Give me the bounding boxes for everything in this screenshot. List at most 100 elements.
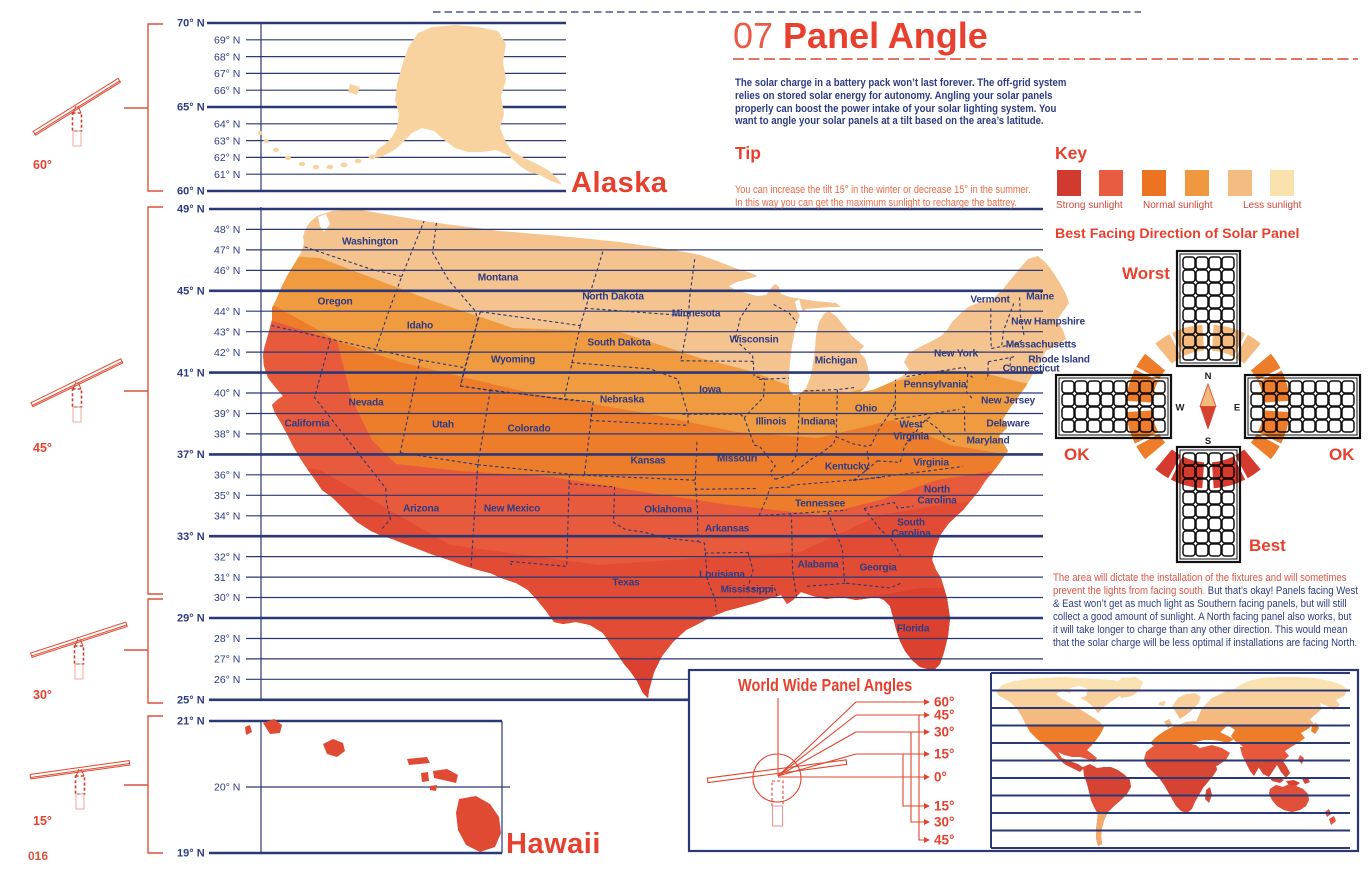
svg-text:Minnesota: Minnesota <box>672 309 721 320</box>
svg-text:45°: 45° <box>33 441 52 455</box>
svg-text:45°: 45° <box>934 833 954 848</box>
svg-text:North: North <box>924 485 950 496</box>
svg-text:S: S <box>1205 436 1211 447</box>
svg-text:Nebraska: Nebraska <box>600 395 645 406</box>
svg-text:20° N: 20° N <box>214 782 240 794</box>
svg-text:Alabama: Alabama <box>797 560 839 571</box>
svg-text:Virginia: Virginia <box>893 432 929 443</box>
svg-text:44° N: 44° N <box>214 306 240 318</box>
svg-text:32° N: 32° N <box>214 551 240 563</box>
svg-text:41° N: 41° N <box>177 367 205 379</box>
svg-text:Maine: Maine <box>1026 292 1054 303</box>
svg-text:60° N: 60° N <box>177 186 205 198</box>
svg-text:Connecticut: Connecticut <box>1003 364 1060 375</box>
svg-text:Mississippi: Mississippi <box>721 585 774 596</box>
svg-text:Arizona: Arizona <box>403 504 439 515</box>
svg-text:Illinois: Illinois <box>756 417 787 428</box>
svg-text:66° N: 66° N <box>214 85 240 97</box>
svg-text:Kansas: Kansas <box>630 456 666 467</box>
svg-text:31° N: 31° N <box>214 572 240 584</box>
svg-text:Kentucky: Kentucky <box>825 462 870 473</box>
svg-text:15°: 15° <box>33 814 52 828</box>
svg-text:42° N: 42° N <box>214 347 240 359</box>
svg-text:70° N: 70° N <box>177 18 205 30</box>
svg-text:65° N: 65° N <box>177 102 205 114</box>
svg-text:26° N: 26° N <box>214 674 240 686</box>
svg-text:Massachusetts: Massachusetts <box>1006 340 1077 351</box>
svg-text:19° N: 19° N <box>177 848 205 860</box>
svg-text:45°: 45° <box>934 708 954 723</box>
svg-text:Michigan: Michigan <box>815 356 858 367</box>
svg-text:61° N: 61° N <box>214 169 240 181</box>
svg-text:21° N: 21° N <box>177 716 205 728</box>
svg-text:30°: 30° <box>934 815 954 830</box>
svg-text:Iowa: Iowa <box>699 385 721 396</box>
svg-text:North Dakota: North Dakota <box>582 292 644 303</box>
svg-text:Wisconsin: Wisconsin <box>729 335 778 346</box>
svg-text:Washington: Washington <box>342 237 398 248</box>
svg-text:Vermont: Vermont <box>970 295 1010 306</box>
svg-text:28° N: 28° N <box>214 633 240 645</box>
svg-text:Oregon: Oregon <box>317 297 352 308</box>
svg-text:Wyoming: Wyoming <box>491 355 535 366</box>
svg-text:39° N: 39° N <box>214 408 240 420</box>
svg-text:43° N: 43° N <box>214 326 240 338</box>
svg-text:Nevada: Nevada <box>348 398 384 409</box>
svg-text:Colorado: Colorado <box>507 424 550 435</box>
svg-text:38° N: 38° N <box>214 429 240 441</box>
svg-text:Indiana: Indiana <box>801 417 836 428</box>
svg-text:0°: 0° <box>934 770 947 785</box>
svg-text:New Jersey: New Jersey <box>981 396 1036 407</box>
svg-text:N: N <box>1205 371 1212 382</box>
svg-text:30°: 30° <box>33 688 52 702</box>
svg-text:Ohio: Ohio <box>855 404 877 415</box>
svg-text:45° N: 45° N <box>177 286 205 298</box>
svg-text:27° N: 27° N <box>214 654 240 666</box>
svg-text:016: 016 <box>28 849 48 863</box>
svg-text:69° N: 69° N <box>214 35 240 47</box>
svg-text:67° N: 67° N <box>214 68 240 80</box>
svg-text:62° N: 62° N <box>214 152 240 164</box>
svg-text:Maryland: Maryland <box>966 436 1009 447</box>
svg-text:49° N: 49° N <box>177 204 205 216</box>
svg-text:New Hampshire: New Hampshire <box>1011 317 1085 328</box>
svg-text:Utah: Utah <box>432 420 454 431</box>
svg-text:Pennsylvania: Pennsylvania <box>904 380 967 391</box>
svg-text:Texas: Texas <box>612 578 640 589</box>
svg-text:40° N: 40° N <box>214 388 240 400</box>
svg-text:Carolina: Carolina <box>917 496 957 507</box>
svg-text:West: West <box>899 420 923 431</box>
svg-text:New Mexico: New Mexico <box>484 504 540 515</box>
svg-text:35° N: 35° N <box>214 490 240 502</box>
svg-text:Rhode Island: Rhode Island <box>1028 355 1090 366</box>
svg-text:Florida: Florida <box>897 624 930 635</box>
svg-text:W: W <box>1176 403 1185 414</box>
svg-text:Carolina: Carolina <box>891 529 931 540</box>
svg-text:64° N: 64° N <box>214 119 240 131</box>
svg-text:25° N: 25° N <box>177 695 205 707</box>
svg-text:South Dakota: South Dakota <box>587 338 651 349</box>
svg-text:South: South <box>897 518 925 529</box>
svg-text:Georgia: Georgia <box>859 563 897 574</box>
svg-text:30°: 30° <box>934 725 954 740</box>
svg-text:Virginia: Virginia <box>913 458 949 469</box>
svg-text:60°: 60° <box>934 695 954 710</box>
svg-text:48° N: 48° N <box>214 224 240 236</box>
svg-text:37° N: 37° N <box>177 449 205 461</box>
svg-text:30° N: 30° N <box>214 592 240 604</box>
svg-text:Oklahoma: Oklahoma <box>644 505 692 516</box>
svg-text:Louisiana: Louisiana <box>699 570 745 581</box>
svg-text:68° N: 68° N <box>214 51 240 63</box>
svg-text:Missouri: Missouri <box>717 454 758 465</box>
svg-text:47° N: 47° N <box>214 245 240 257</box>
svg-text:29° N: 29° N <box>177 613 205 625</box>
svg-text:36° N: 36° N <box>214 470 240 482</box>
svg-text:Montana: Montana <box>478 273 519 284</box>
svg-text:Idaho: Idaho <box>407 321 433 332</box>
svg-text:Arkansas: Arkansas <box>705 524 750 535</box>
svg-text:California: California <box>285 419 331 430</box>
svg-text:34° N: 34° N <box>214 511 240 523</box>
svg-text:New York: New York <box>934 349 978 360</box>
svg-text:15°: 15° <box>934 799 954 814</box>
svg-text:46° N: 46° N <box>214 265 240 277</box>
